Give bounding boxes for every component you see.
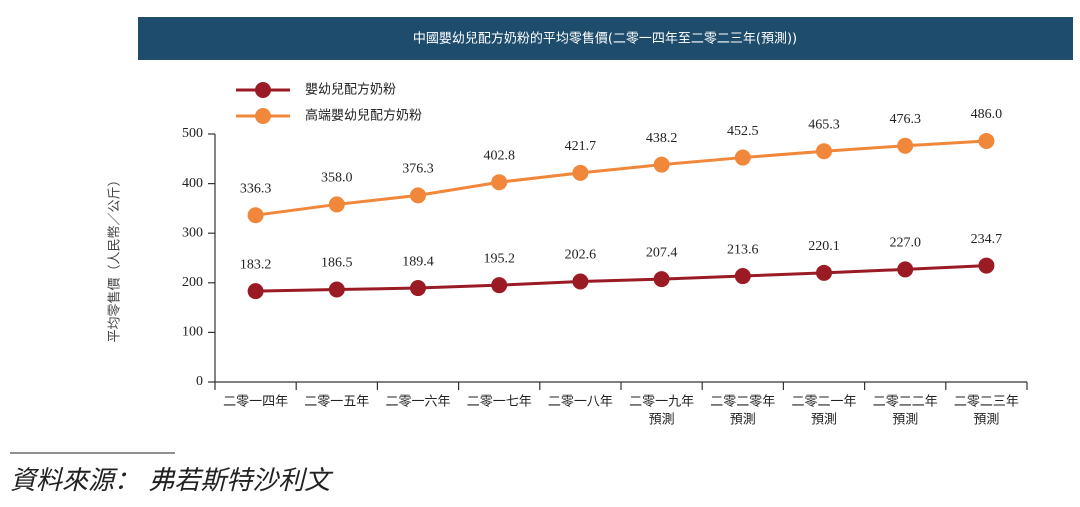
value-label: 465.3	[808, 117, 840, 132]
y-tick-label: 100	[182, 325, 203, 340]
x-tick-label: 二零一六年	[385, 395, 450, 410]
x-tick-label: 二零一七年	[467, 395, 532, 410]
x-tick-label: 二零一四年	[223, 395, 288, 410]
x-tick-label: 二零二零年	[710, 395, 775, 410]
value-label: 421.7	[565, 139, 597, 154]
value-label: 220.1	[808, 239, 840, 254]
value-label: 438.2	[646, 131, 678, 146]
series-line	[255, 139, 987, 217]
value-label: 402.8	[483, 148, 515, 163]
x-tick-label: 二零一八年	[548, 395, 613, 410]
title-bar	[138, 17, 1073, 60]
x-tick-label: 二零一九年	[629, 395, 694, 410]
value-label: 195.2	[483, 251, 515, 266]
x-tick-label: 預測	[892, 413, 918, 428]
value-label: 213.6	[727, 242, 759, 257]
value-label: 227.0	[889, 236, 921, 251]
value-label: 476.3	[889, 112, 921, 127]
y-tick-label: 200	[182, 275, 203, 290]
y-axis-label: 平均零售價（人民幣／公斤）	[107, 173, 123, 342]
point	[978, 132, 995, 149]
x-tick-label: 二零二三年	[954, 395, 1019, 410]
point	[572, 273, 589, 290]
point	[897, 261, 914, 278]
point	[410, 280, 426, 297]
value-label: 336.3	[240, 181, 272, 196]
y-tick-label: 400	[182, 176, 203, 191]
point	[491, 277, 508, 294]
x-tick-label: 預測	[973, 413, 999, 428]
point	[734, 268, 751, 285]
x-tick-label: 二零二二年	[873, 395, 938, 410]
value-label: 486.0	[971, 107, 1003, 122]
point	[572, 164, 589, 181]
x-tick-label: 二零一五年	[304, 395, 369, 410]
legend-marker	[255, 108, 271, 124]
legend-label: 高端嬰幼兒配方奶粉	[305, 108, 422, 124]
y-tick-label: 0	[196, 374, 203, 389]
x-tick-label: 預測	[649, 413, 675, 428]
point	[978, 257, 995, 274]
value-label: 189.4	[402, 254, 434, 269]
y-tick-label: 300	[182, 225, 203, 240]
x-tick-label: 預測	[811, 413, 837, 428]
point	[653, 271, 670, 288]
value-label: 202.6	[565, 248, 597, 263]
x-tick-label: 預測	[730, 413, 756, 428]
point	[816, 143, 832, 160]
chart-title: 中國嬰幼兒配方奶粉的平均零售價(二零一四年至二零二三年(預測))	[413, 31, 797, 47]
y-tick-label: 500	[182, 126, 203, 141]
point	[410, 187, 426, 204]
point	[247, 207, 264, 224]
point	[491, 174, 508, 191]
value-label: 183.2	[240, 257, 272, 272]
point	[328, 281, 345, 298]
series-line	[255, 264, 987, 293]
legend-marker	[255, 82, 271, 98]
point	[734, 149, 751, 166]
source: 資料來源： 弗若斯特沙利文	[10, 466, 334, 496]
value-label: 234.7	[971, 232, 1003, 247]
value-label: 207.4	[646, 245, 678, 260]
x-tick-label: 二零二一年	[791, 395, 856, 410]
value-label: 452.5	[727, 124, 759, 139]
value-label: 186.5	[321, 256, 353, 271]
point	[816, 264, 832, 281]
point	[328, 196, 345, 213]
value-label: 358.0	[321, 171, 353, 186]
value-label: 376.3	[402, 162, 434, 177]
point	[653, 156, 670, 173]
point	[897, 137, 914, 154]
point	[247, 283, 264, 300]
legend-label: 嬰幼兒配方奶粉	[305, 82, 396, 98]
